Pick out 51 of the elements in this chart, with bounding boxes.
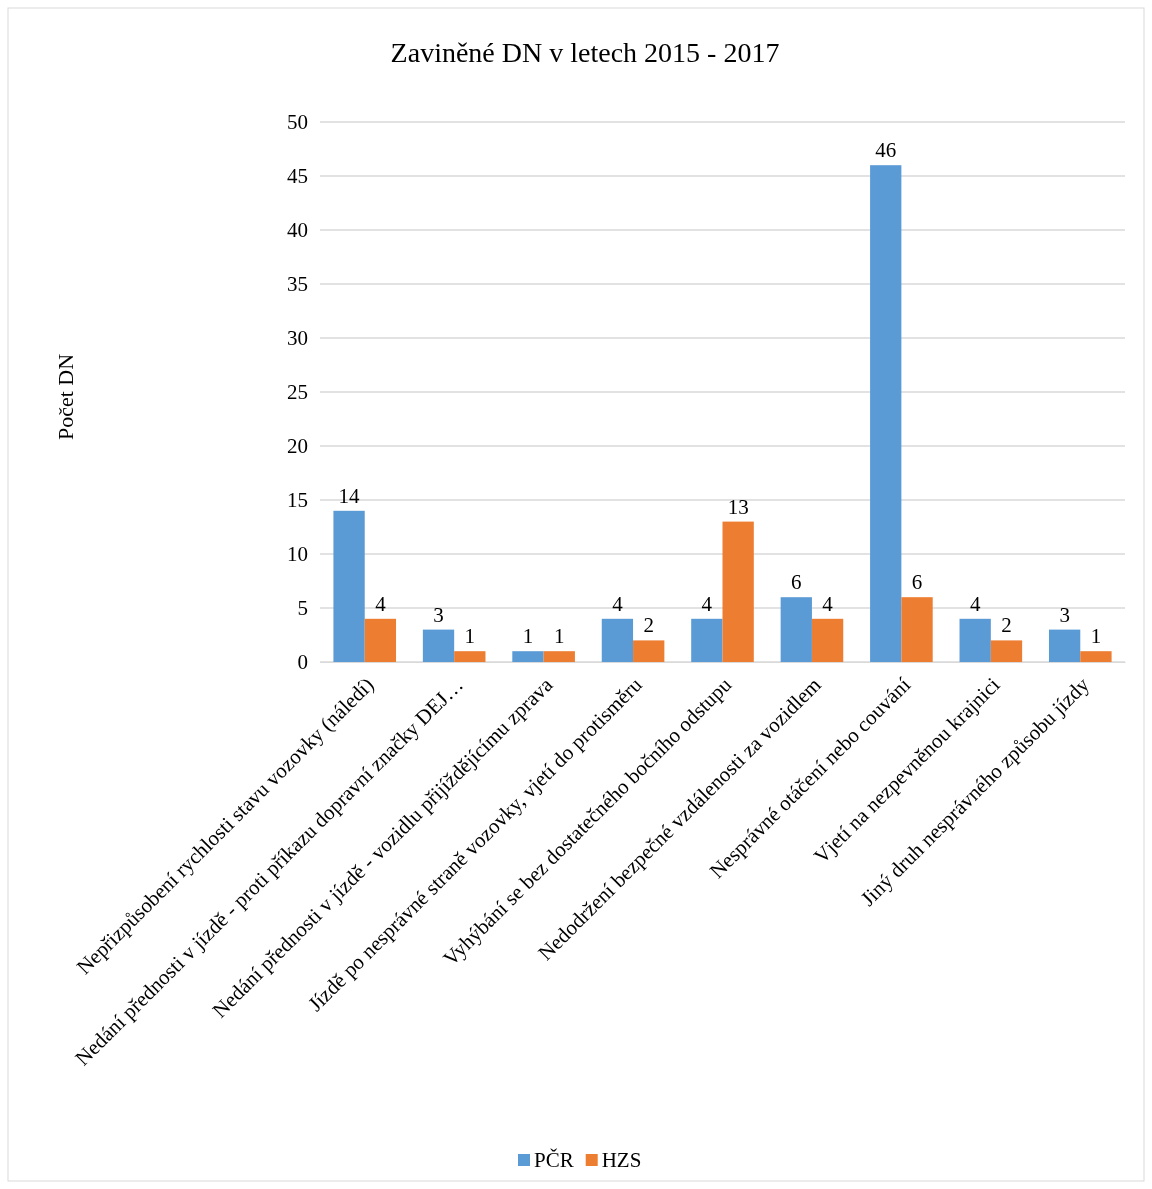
data-label: 2 — [1001, 613, 1012, 638]
data-label: 4 — [969, 591, 981, 616]
y-tick-label: 10 — [287, 542, 308, 567]
y-tick-label: 45 — [287, 164, 308, 189]
bar — [512, 651, 544, 662]
bar — [959, 618, 991, 662]
data-label: 1 — [464, 624, 476, 649]
data-label: 3 — [1059, 602, 1070, 627]
bar — [722, 521, 754, 662]
data-label: 4 — [701, 591, 713, 616]
y-tick-label: 30 — [287, 326, 308, 351]
bar — [990, 640, 1023, 662]
bar — [1080, 651, 1112, 662]
data-label: 1 — [522, 624, 534, 649]
data-label: 6 — [911, 570, 923, 595]
data-label: 14 — [338, 483, 361, 508]
y-tick-label: 0 — [297, 650, 308, 675]
data-label: 1 — [554, 624, 565, 649]
data-label: 13 — [727, 494, 749, 519]
y-tick-label: 40 — [287, 218, 308, 243]
bar — [454, 651, 486, 662]
bar — [543, 651, 575, 662]
chart-title: Zaviněné DN v letech 2015 - 2017 — [390, 37, 780, 68]
legend-label: PČR — [534, 1148, 574, 1172]
bar — [364, 618, 397, 662]
bar — [333, 510, 365, 662]
bar — [780, 597, 812, 662]
y-tick-label: 50 — [287, 110, 308, 135]
bar — [633, 640, 665, 662]
bar — [870, 165, 902, 662]
y-axis-title: Počet DN — [53, 353, 78, 441]
data-label: 4 — [612, 591, 624, 616]
bar — [422, 629, 455, 662]
data-label: 6 — [791, 570, 802, 595]
data-label: 1 — [1090, 624, 1102, 649]
bar — [1048, 629, 1081, 662]
y-tick-label: 5 — [297, 596, 308, 621]
data-label: 3 — [433, 602, 444, 627]
data-label: 4 — [822, 591, 834, 616]
bar — [691, 618, 723, 662]
bar — [901, 597, 933, 662]
legend-label: HZS — [601, 1148, 642, 1172]
y-tick-label: 15 — [287, 488, 308, 513]
bar — [601, 618, 634, 662]
data-label: 2 — [643, 613, 654, 638]
bar — [811, 618, 844, 662]
y-tick-label: 20 — [287, 434, 308, 459]
data-label: 4 — [375, 591, 387, 616]
y-tick-label: 35 — [287, 272, 308, 297]
y-tick-label: 25 — [287, 380, 308, 405]
data-label: 46 — [875, 138, 897, 163]
